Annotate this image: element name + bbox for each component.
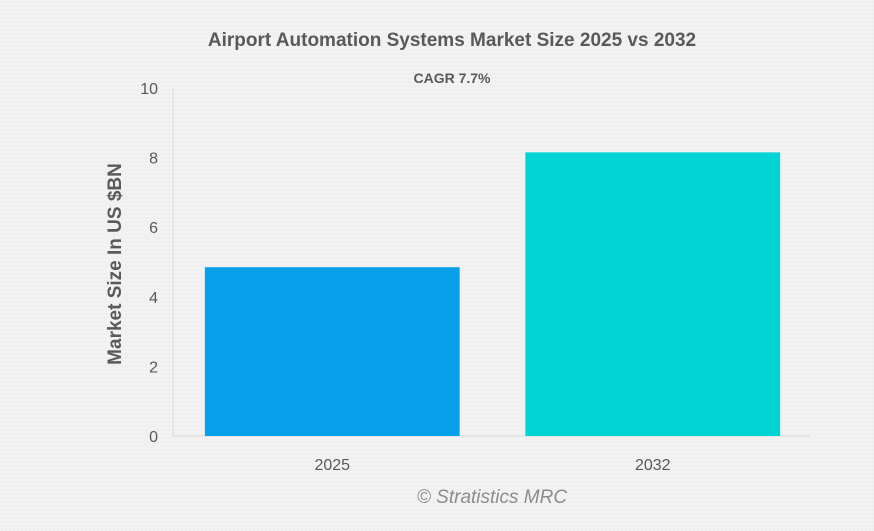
y-tick-label: 2 bbox=[149, 359, 158, 376]
bar-2025 bbox=[204, 267, 460, 436]
source-credit: © Stratistics MRC bbox=[417, 487, 567, 508]
bars bbox=[204, 152, 781, 436]
y-tick-label: 6 bbox=[149, 220, 158, 237]
y-tick-label: 0 bbox=[149, 429, 158, 446]
y-tick-label: 8 bbox=[149, 151, 158, 168]
x-tick-label: 2025 bbox=[314, 457, 350, 474]
x-tick-labels: 2025 2032 bbox=[314, 457, 670, 474]
chart-title: Airport Automation Systems Market Size 2… bbox=[208, 30, 696, 51]
bar-2032 bbox=[525, 152, 781, 436]
y-axis-label: Market Size In US $BN bbox=[105, 163, 126, 365]
y-tick-label: 4 bbox=[149, 290, 158, 307]
y-tick-label: 10 bbox=[140, 81, 158, 98]
x-tick-label: 2032 bbox=[635, 457, 671, 474]
y-tick-labels: 0 2 4 6 8 10 bbox=[140, 81, 158, 446]
chart-subtitle: CAGR 7.7% bbox=[413, 70, 491, 86]
